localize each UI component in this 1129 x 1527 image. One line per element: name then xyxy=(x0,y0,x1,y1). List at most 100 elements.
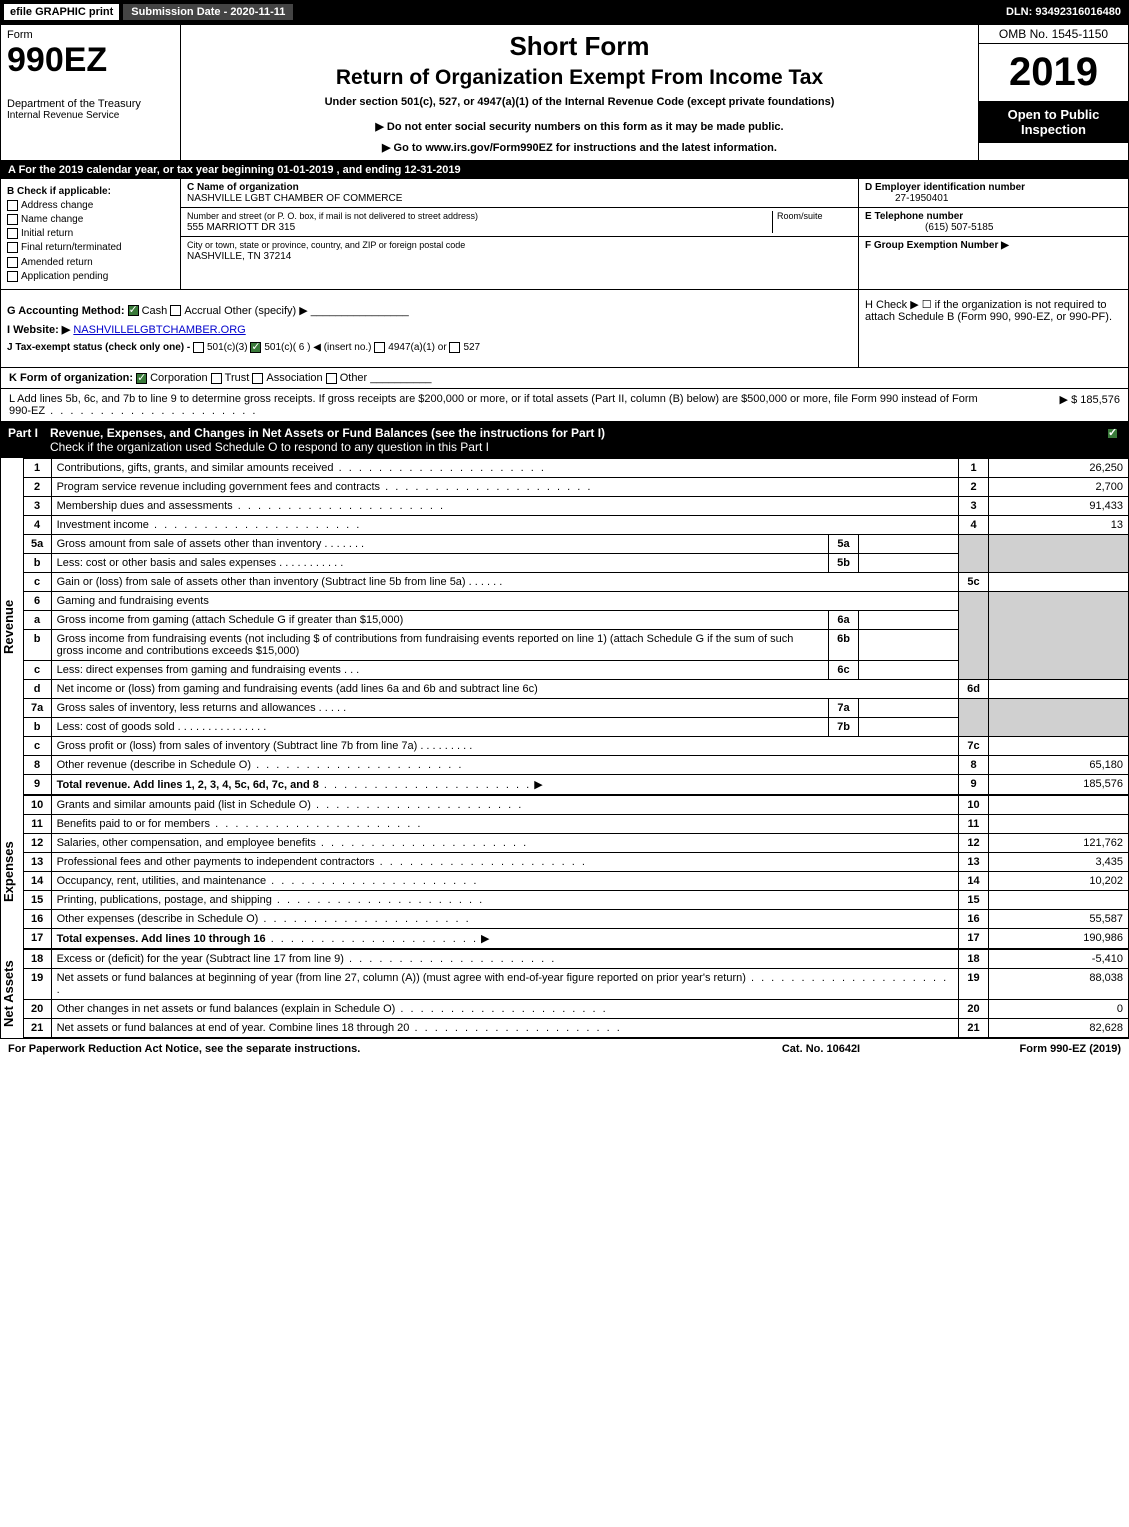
expenses-vlabel: Expenses xyxy=(1,795,23,949)
b-initial-return[interactable]: Initial return xyxy=(7,228,174,239)
line-7c: cGross profit or (loss) from sales of in… xyxy=(23,736,1128,755)
c-room-label: Room/suite xyxy=(777,211,823,221)
c-street: 555 MARRIOTT DR 315 xyxy=(187,222,295,233)
line-19: 19Net assets or fund balances at beginni… xyxy=(23,968,1128,999)
c-org-name: NASHVILLE LGBT CHAMBER OF COMMERCE xyxy=(187,193,402,204)
line-21: 21Net assets or fund balances at end of … xyxy=(23,1018,1128,1037)
efile-label[interactable]: efile GRAPHIC print xyxy=(4,4,119,20)
e-phone-row: E Telephone number (615) 507-5185 xyxy=(859,208,1128,237)
footer: For Paperwork Reduction Act Notice, see … xyxy=(0,1038,1129,1059)
website-link[interactable]: NASHVILLELGBTCHAMBER.ORG xyxy=(73,324,245,336)
under-section: Under section 501(c), 527, or 4947(a)(1)… xyxy=(187,96,972,108)
d-ein-label: D Employer identification number xyxy=(865,182,1025,193)
line-17: 17Total expenses. Add lines 10 through 1… xyxy=(23,928,1128,948)
form-header: Form 990EZ Department of the Treasury In… xyxy=(0,24,1129,161)
revenue-section: Revenue 1Contributions, gifts, grants, a… xyxy=(0,458,1129,795)
expenses-section: Expenses 10Grants and similar amounts pa… xyxy=(0,795,1129,949)
expenses-table: 10Grants and similar amounts paid (list … xyxy=(23,795,1129,949)
header-left: Form 990EZ Department of the Treasury In… xyxy=(1,25,181,160)
j-4947-checkbox[interactable] xyxy=(374,342,385,353)
box-c: C Name of organization NASHVILLE LGBT CH… xyxy=(181,179,858,289)
tax-period-row: A For the 2019 calendar year, or tax yea… xyxy=(0,161,1129,179)
line-2: 2Program service revenue including gover… xyxy=(23,477,1128,496)
header-right: OMB No. 1545-1150 2019 Open to Public In… xyxy=(978,25,1128,160)
b-name-change[interactable]: Name change xyxy=(7,214,174,225)
part1-checkbox[interactable] xyxy=(1101,426,1121,454)
c-name-row: C Name of organization NASHVILLE LGBT CH… xyxy=(181,179,858,208)
c-street-label: Number and street (or P. O. box, if mail… xyxy=(187,211,478,221)
d-ein: 27-1950401 xyxy=(865,193,948,204)
revenue-vlabel: Revenue xyxy=(1,458,23,795)
dept-treasury: Department of the Treasury xyxy=(7,98,174,110)
e-phone: (615) 507-5185 xyxy=(865,222,993,233)
header-center: Short Form Return of Organization Exempt… xyxy=(181,25,978,160)
footer-form: Form 990-EZ (2019) xyxy=(921,1043,1121,1055)
k-row: K Form of organization: Corporation Trus… xyxy=(0,368,1129,389)
g-accounting: G Accounting Method: Cash Accrual Other … xyxy=(7,304,852,317)
form-label: Form xyxy=(7,29,174,41)
j-501c3-checkbox[interactable] xyxy=(193,342,204,353)
netassets-section: Net Assets 18Excess or (deficit) for the… xyxy=(0,949,1129,1038)
k-trust-checkbox[interactable] xyxy=(211,373,222,384)
line-4: 4Investment income413 xyxy=(23,515,1128,534)
j-tax-exempt: J Tax-exempt status (check only one) - 5… xyxy=(7,342,852,353)
line-20: 20Other changes in net assets or fund ba… xyxy=(23,999,1128,1018)
b-final-return[interactable]: Final return/terminated xyxy=(7,242,174,253)
part1-header: Part I Revenue, Expenses, and Changes in… xyxy=(0,422,1129,458)
footer-pra: For Paperwork Reduction Act Notice, see … xyxy=(8,1043,721,1055)
e-phone-label: E Telephone number xyxy=(865,211,963,222)
gh-block: G Accounting Method: Cash Accrual Other … xyxy=(0,290,1129,368)
footer-cat: Cat. No. 10642I xyxy=(721,1043,921,1055)
submission-date: Submission Date - 2020-11-11 xyxy=(123,4,293,20)
k-other-checkbox[interactable] xyxy=(326,373,337,384)
k-corp-checkbox[interactable] xyxy=(136,373,147,384)
tax-year: 2019 xyxy=(979,44,1128,101)
c-city: NASHVILLE, TN 37214 xyxy=(187,251,291,262)
part1-label: Part I xyxy=(8,426,50,454)
line-5c: cGain or (loss) from sale of assets othe… xyxy=(23,572,1128,591)
line-6: 6Gaming and fundraising events xyxy=(23,591,1128,610)
line-15: 15Printing, publications, postage, and s… xyxy=(23,890,1128,909)
d-ein-row: D Employer identification number 27-1950… xyxy=(859,179,1128,208)
line-1: 1Contributions, gifts, grants, and simil… xyxy=(23,458,1128,477)
box-d: D Employer identification number 27-1950… xyxy=(858,179,1128,289)
h-block: H Check ▶ ☐ if the organization is not r… xyxy=(858,290,1128,367)
line-9: 9Total revenue. Add lines 1, 2, 3, 4, 5c… xyxy=(23,774,1128,794)
l-amount: ▶ $ 185,576 xyxy=(1000,393,1120,417)
line-10: 10Grants and similar amounts paid (list … xyxy=(23,795,1128,814)
g-accrual-checkbox[interactable] xyxy=(170,305,181,316)
c-city-label: City or town, state or province, country… xyxy=(187,240,465,250)
b-amended[interactable]: Amended return xyxy=(7,257,174,268)
open-to-public: Open to Public Inspection xyxy=(979,101,1128,143)
return-title: Return of Organization Exempt From Incom… xyxy=(187,66,972,90)
g-cash-checkbox[interactable] xyxy=(128,305,139,316)
line-7a: 7aGross sales of inventory, less returns… xyxy=(23,698,1128,717)
h-check: H Check ▶ ☐ if the organization is not r… xyxy=(865,298,1122,323)
c-name-label: C Name of organization xyxy=(187,182,299,193)
short-form-title: Short Form xyxy=(187,31,972,62)
line-13: 13Professional fees and other payments t… xyxy=(23,852,1128,871)
goto-link[interactable]: ▶ Go to www.irs.gov/Form990EZ for instru… xyxy=(187,141,972,154)
b-address-change[interactable]: Address change xyxy=(7,200,174,211)
omb-number: OMB No. 1545-1150 xyxy=(979,25,1128,44)
f-group-row: F Group Exemption Number ▶ xyxy=(859,237,1128,254)
line-6d: dNet income or (loss) from gaming and fu… xyxy=(23,679,1128,698)
revenue-table: 1Contributions, gifts, grants, and simil… xyxy=(23,458,1129,795)
l-row: L Add lines 5b, 6c, and 7b to line 9 to … xyxy=(0,389,1129,422)
line-5a: 5aGross amount from sale of assets other… xyxy=(23,534,1128,553)
entity-block: B Check if applicable: Address change Na… xyxy=(0,179,1129,290)
line-14: 14Occupancy, rent, utilities, and mainte… xyxy=(23,871,1128,890)
c-city-row: City or town, state or province, country… xyxy=(181,237,858,265)
j-501c-checkbox[interactable] xyxy=(250,342,261,353)
i-website: I Website: ▶ NASHVILLELGBTCHAMBER.ORG xyxy=(7,323,852,336)
k-assoc-checkbox[interactable] xyxy=(252,373,263,384)
irs-label: Internal Revenue Service xyxy=(7,110,174,121)
line-16: 16Other expenses (describe in Schedule O… xyxy=(23,909,1128,928)
b-app-pending[interactable]: Application pending xyxy=(7,271,174,282)
line-12: 12Salaries, other compensation, and empl… xyxy=(23,833,1128,852)
no-ssn-warning: ▶ Do not enter social security numbers o… xyxy=(187,120,972,133)
line-11: 11Benefits paid to or for members11 xyxy=(23,814,1128,833)
j-527-checkbox[interactable] xyxy=(449,342,460,353)
line-8: 8Other revenue (describe in Schedule O)8… xyxy=(23,755,1128,774)
box-b: B Check if applicable: Address change Na… xyxy=(1,179,181,289)
